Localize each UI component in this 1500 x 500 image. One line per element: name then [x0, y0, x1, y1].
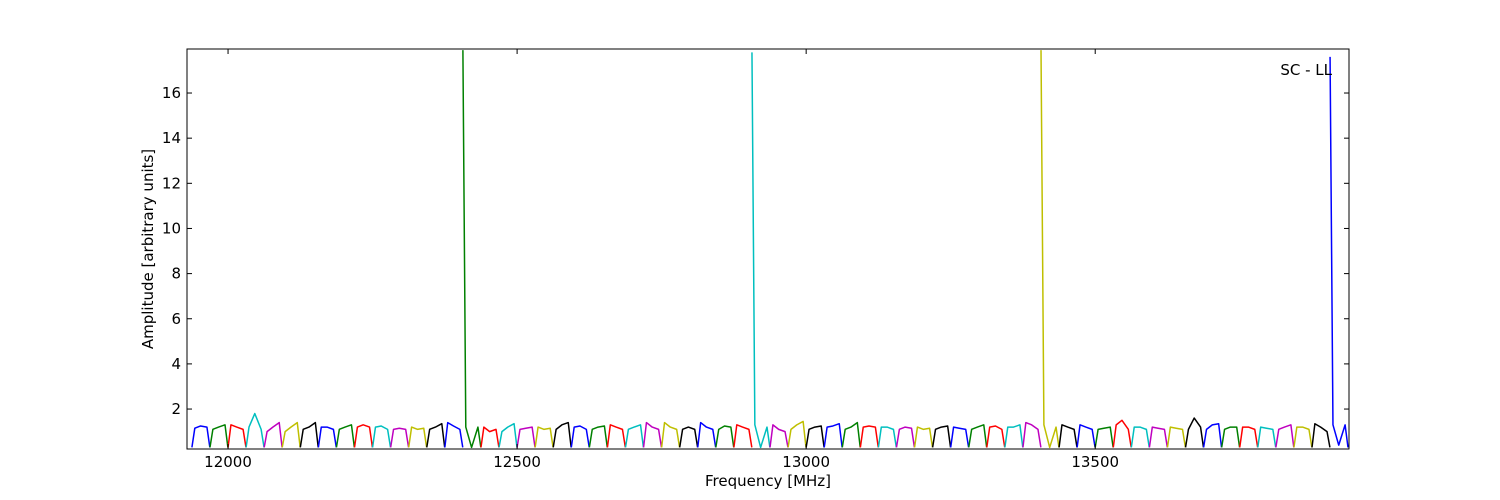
spectrum-segment	[426, 422, 446, 448]
spectrum-segment	[1058, 424, 1078, 448]
y-tick-label: 2	[171, 400, 181, 418]
spectrum-segment	[317, 426, 338, 448]
spectrum-segment	[642, 421, 663, 448]
spectrum-segment	[1329, 56, 1349, 448]
y-tick-label: 8	[171, 265, 181, 283]
spectrum-segment	[606, 424, 627, 448]
spectrum-segment	[1257, 426, 1277, 448]
spectrum-segment	[769, 424, 789, 448]
spectrum-segment	[462, 50, 482, 449]
y-tick-label: 12	[162, 174, 181, 192]
spectrum-segment	[534, 426, 554, 448]
spectrum-segment	[407, 426, 428, 448]
spectrum-segment	[1130, 426, 1151, 448]
spectrum-segment	[353, 424, 374, 448]
spectrum-segment	[678, 426, 699, 448]
spectrum-segment	[624, 424, 645, 448]
spectrum-segment	[1220, 426, 1241, 448]
x-axis-label: Frequency [MHz]	[705, 472, 831, 490]
spectrum-segment	[209, 424, 229, 448]
spectrum-segment	[841, 421, 861, 448]
spectrum-segment	[931, 425, 952, 448]
spectrum-segment	[552, 421, 572, 448]
spectrum-segment	[498, 422, 518, 448]
spectrum-segment	[299, 421, 319, 448]
y-tick-label: 4	[171, 355, 181, 373]
spectrum-segment	[895, 426, 916, 448]
spectrum-segment	[1275, 424, 1295, 448]
spectrum-segment	[859, 425, 880, 448]
spectrum-segment	[949, 426, 970, 448]
spectrum-segment	[823, 422, 843, 448]
spectrum-segment	[1148, 426, 1169, 448]
spectrum-segment	[191, 425, 211, 448]
spectrum-segment	[1238, 426, 1259, 448]
y-tick-label: 6	[171, 310, 181, 328]
spectrum-segment	[570, 425, 590, 448]
spectrum-segment	[480, 426, 500, 448]
spectrum-segment	[263, 421, 283, 448]
spectrum-segment	[1202, 422, 1223, 448]
spectrum-segment	[715, 425, 735, 448]
spectrum-segment	[968, 424, 988, 448]
spectrum-segment	[751, 52, 771, 449]
x-tick-label: 12000	[204, 453, 252, 471]
x-tick-label: 12500	[493, 453, 541, 471]
spectrum-segment	[1076, 424, 1096, 448]
spectrum-segment	[1166, 426, 1187, 448]
spectrum-segment	[588, 425, 609, 448]
axes-frame	[186, 48, 1350, 450]
spectrum-segment	[1112, 419, 1132, 448]
y-tick-label: 14	[162, 129, 181, 147]
spectrum-segment	[389, 427, 410, 448]
spectrum-segment	[335, 424, 356, 448]
spectrum-segment	[1184, 417, 1205, 448]
spectrum-segment	[281, 421, 301, 448]
spectrum-segment	[1040, 50, 1060, 449]
spectrum-segment	[697, 421, 717, 448]
spectrum-segment	[733, 424, 753, 448]
spectrum-segment	[1311, 422, 1331, 448]
spectrum-segment	[245, 412, 265, 448]
spectrum-segment	[516, 426, 536, 448]
x-tick-label: 13000	[782, 453, 830, 471]
spectrum-segment	[805, 425, 825, 448]
spectrum-segment	[787, 420, 807, 448]
spectrum-segment	[660, 421, 681, 448]
annotation: SC - LL	[1280, 61, 1332, 79]
spectrum-segment	[1022, 421, 1042, 448]
plot-area	[191, 50, 1349, 449]
spectrum-segment	[877, 426, 898, 448]
y-tick-label: 10	[162, 219, 181, 237]
y-axis-label: Amplitude [arbitrary units]	[139, 149, 157, 349]
spectrum-segment	[227, 424, 247, 448]
spectrum-segment	[371, 425, 392, 448]
spectrum-segment	[1004, 424, 1024, 448]
spectrum-segment	[1094, 426, 1114, 448]
spectrum-segment	[1293, 426, 1313, 448]
spectrum-segment	[913, 426, 934, 448]
spectrum-segment	[444, 421, 464, 448]
x-tick-label: 13500	[1071, 453, 1119, 471]
spectrum-segment	[986, 425, 1006, 448]
y-tick-label: 16	[162, 84, 181, 102]
